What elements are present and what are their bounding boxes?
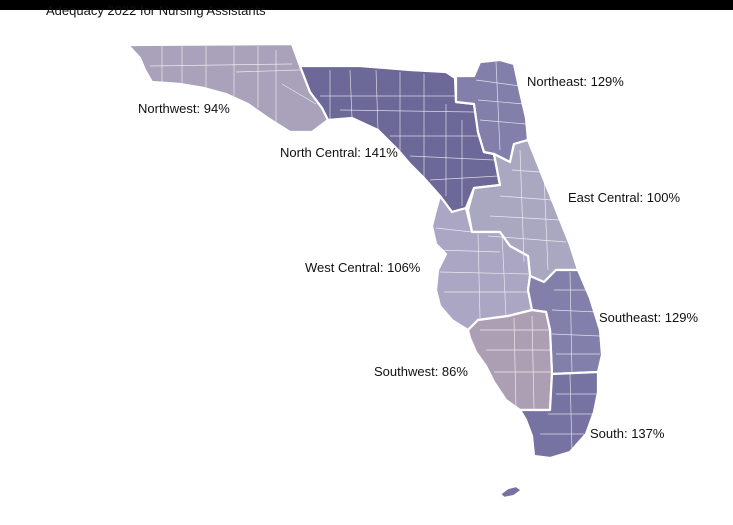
label-northeast: Northeast: 129% (527, 74, 624, 89)
region-southwest[interactable] (466, 308, 554, 412)
label-north-central: North Central: 141% (280, 145, 398, 160)
top-bar (0, 0, 733, 10)
label-south: South: 137% (590, 426, 665, 441)
label-northwest: Northwest: 94% (138, 101, 230, 116)
region-south[interactable] (518, 370, 600, 460)
label-east-central: East Central: 100% (568, 190, 681, 205)
florida-keys (498, 484, 524, 500)
label-west-central: West Central: 106% (305, 260, 421, 275)
region-northwest[interactable] (126, 42, 330, 134)
label-southeast: Southeast: 129% (599, 310, 699, 325)
map-title: Adequacy 2022 for Nursing Assistants (46, 3, 266, 18)
county-lines (149, 46, 601, 453)
label-southwest: Southwest: 86% (374, 364, 468, 379)
